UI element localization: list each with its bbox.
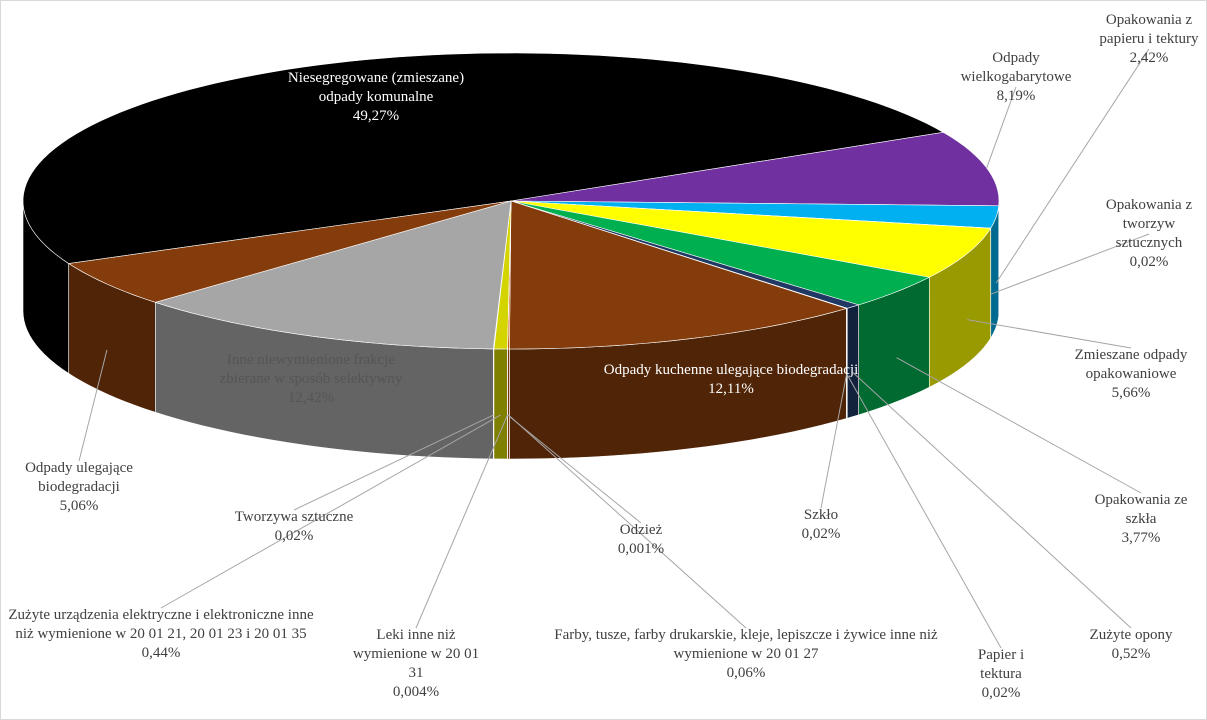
leader-line xyxy=(293,414,494,511)
label-value: 12,11% xyxy=(708,381,754,397)
leader-line xyxy=(820,374,848,509)
label-value: 49,27% xyxy=(352,108,400,124)
label-value: 0,02% xyxy=(274,528,314,544)
label-value: 0,02% xyxy=(801,526,841,542)
label-value: 0,52% xyxy=(1111,646,1151,662)
data-label: Zużyte opony 0,52% xyxy=(1076,626,1186,664)
label-value: 12,42% xyxy=(287,390,335,406)
leader-line xyxy=(507,414,642,524)
label-name: Opakowania z tworzyw sztucznych xyxy=(1105,197,1193,251)
label-value: 3,77% xyxy=(1121,530,1161,546)
leader-line xyxy=(160,414,501,609)
leader-line xyxy=(415,414,508,629)
label-value: 5,06% xyxy=(59,498,99,514)
leader-line xyxy=(846,374,1002,649)
label-name: Odpady ulegające biodegradacji xyxy=(25,460,133,495)
label-name: Papier i tektura xyxy=(977,647,1025,682)
leader-line xyxy=(508,414,747,629)
data-label: Niesegregowane (zmieszane) odpady komuna… xyxy=(286,69,466,126)
label-value: 0,44% xyxy=(141,645,181,661)
slice xyxy=(22,52,945,264)
leader-line xyxy=(896,357,1142,494)
label-name: Szkło xyxy=(803,507,839,523)
slice xyxy=(510,132,1000,207)
label-name: Odzież xyxy=(619,522,663,538)
data-label: Farby, tusze, farby drukarskie, kleje, l… xyxy=(531,626,961,683)
label-name: Leki inne niż wymienione w 20 01 31 xyxy=(352,627,480,681)
leader-line xyxy=(995,48,1150,284)
slice xyxy=(509,200,848,350)
label-name: Opakowania z papieru i tektury xyxy=(1099,12,1199,47)
slice-side xyxy=(507,348,510,460)
data-label: Odpady ulegające biodegradacji 5,06% xyxy=(19,459,139,516)
data-label: Zmieszane odpady opakowaniowe 5,66% xyxy=(1071,346,1191,403)
leader-line xyxy=(78,349,108,462)
label-name: Zużyte opony xyxy=(1089,627,1173,643)
data-label: Opakowania ze szkła 3,77% xyxy=(1086,491,1196,548)
label-name: Tworzywa sztuczne xyxy=(234,509,354,525)
label-value: 0,001% xyxy=(617,541,665,557)
label-value: 0,02% xyxy=(1129,254,1169,270)
slice xyxy=(154,200,512,350)
slice xyxy=(67,200,512,303)
leader-line xyxy=(852,372,1132,629)
leader-line xyxy=(967,319,1132,349)
label-value: 0,06% xyxy=(726,665,766,681)
data-label: Odzież 0,001% xyxy=(591,521,691,559)
label-name: Niesegregowane (zmieszane) odpady komuna… xyxy=(287,70,465,105)
data-label: Szkło 0,02% xyxy=(786,506,856,544)
label-value: 0,02% xyxy=(981,685,1021,701)
data-label: Zużyte urządzenia elektryczne i elektron… xyxy=(1,606,321,663)
data-label: Inne niewymienione frakcje zbierane w sp… xyxy=(211,351,411,408)
label-name: Zużyte urządzenia elektryczne i elektron… xyxy=(8,607,314,642)
slice xyxy=(510,200,931,306)
data-label: Opakowania z tworzyw sztucznych 0,02% xyxy=(1089,196,1207,272)
data-label: Odpady wielkogabarytowe 8,19% xyxy=(941,49,1091,106)
label-value: 2,42% xyxy=(1129,50,1169,66)
label-value: 8,19% xyxy=(996,88,1036,104)
slice xyxy=(510,200,992,278)
data-label: Papier i tektura 0,02% xyxy=(961,646,1041,703)
data-label: Odpady kuchenne ulegające biodegradacji 1… xyxy=(601,361,861,399)
data-label: Opakowania z papieru i tektury 2,42% xyxy=(1094,11,1204,68)
label-name: Farby, tusze, farby drukarskie, kleje, l… xyxy=(554,627,938,662)
label-name: Inne niewymienione frakcje zbierane w sp… xyxy=(219,352,403,387)
leader-line xyxy=(986,86,1017,169)
data-label: Leki inne niż wymienione w 20 01 31 0,004… xyxy=(351,626,481,702)
label-value: 0,004% xyxy=(392,684,440,700)
label-name: Odpady kuchenne ulegające biodegradacji xyxy=(603,362,859,378)
label-name: Odpady wielkogabarytowe xyxy=(960,50,1072,85)
label-name: Zmieszane odpady opakowaniowe xyxy=(1074,347,1188,382)
data-label: Tworzywa sztuczne 0,02% xyxy=(214,508,374,546)
label-value: 5,66% xyxy=(1111,385,1151,401)
leader-line xyxy=(990,233,1150,295)
label-name: Opakowania ze szkła xyxy=(1094,492,1188,527)
